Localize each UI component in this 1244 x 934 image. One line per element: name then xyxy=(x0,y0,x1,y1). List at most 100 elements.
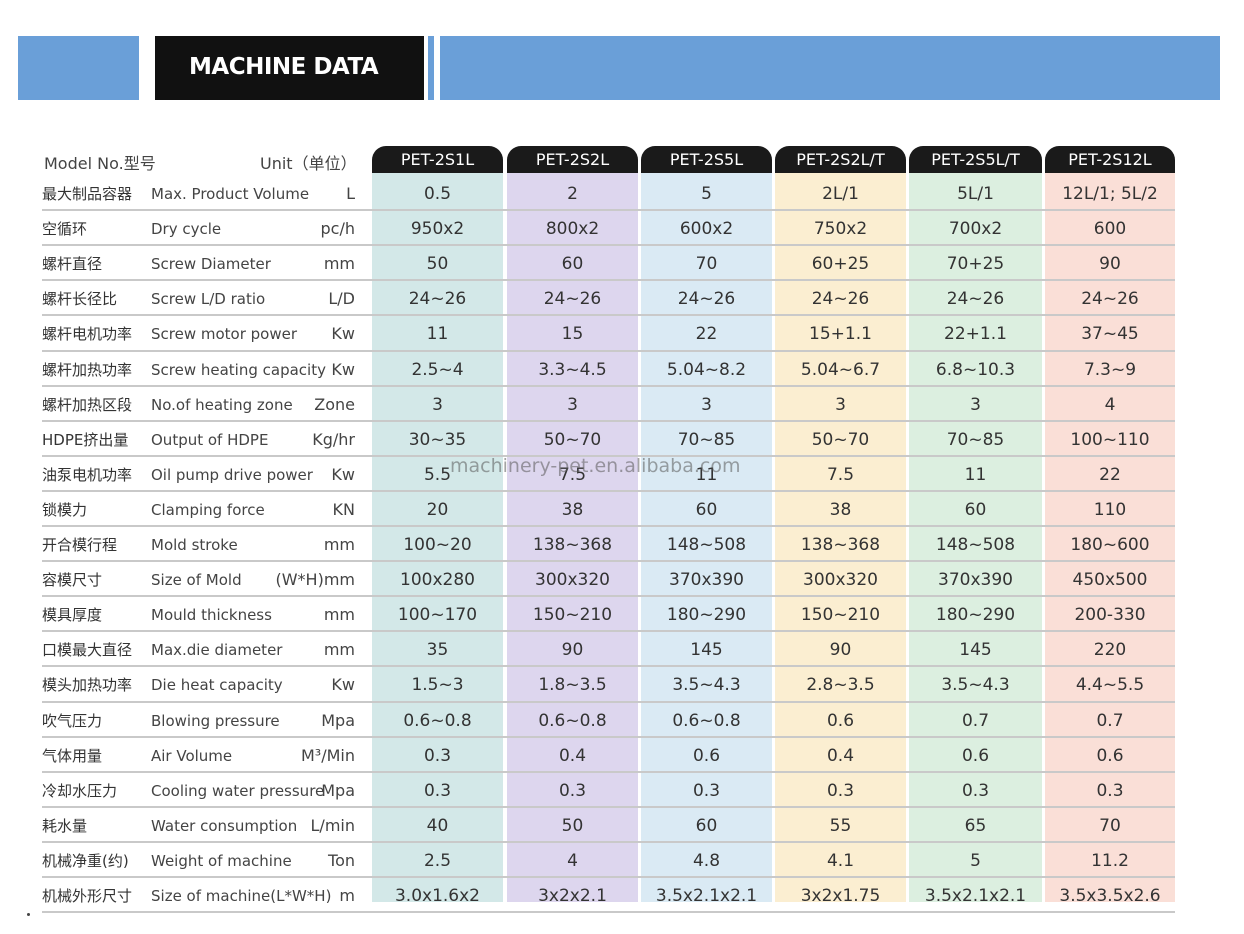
param-name-cn: 模头加热功率 xyxy=(42,676,133,695)
param-name-cn: 螺杆直径 xyxy=(42,255,103,274)
param-name-cn: 开合模行程 xyxy=(42,536,118,554)
value-cell: 0.4 xyxy=(558,745,587,766)
model-header: PET-2S12L xyxy=(1045,146,1175,173)
value-cell: 3 xyxy=(567,394,578,415)
table-row: 机械外形尺寸 Size of machine(L*W*H) m 3.0x1.6x2 3x… xyxy=(42,877,1175,912)
param-name-en: Screw motor power xyxy=(151,325,298,344)
value-cell: 600 xyxy=(1093,219,1127,240)
value-cell: 148~508 xyxy=(666,535,747,555)
row-divider xyxy=(42,419,1175,422)
value-cell: 24~26 xyxy=(408,289,467,310)
value-cell: 0.6 xyxy=(692,745,721,766)
param-name-en: Screw L/D ratio xyxy=(151,290,266,309)
value-cell: 0.3 xyxy=(826,780,855,801)
value-cell: 180~290 xyxy=(666,605,747,626)
row-divider xyxy=(42,770,1175,773)
param-unit: mm xyxy=(323,640,355,660)
row-divider xyxy=(42,349,1175,352)
param-unit: L xyxy=(346,184,355,203)
value-cell: 3.0x1.6x2 xyxy=(394,886,480,906)
param-name-cn: 模具厚度 xyxy=(42,606,103,625)
value-cell: 50~70 xyxy=(543,429,602,450)
row-divider xyxy=(42,911,1175,914)
table-row: 螺杆直径 Screw Diameter mm 50 60 70 60+25 70+25 90 xyxy=(42,245,1175,280)
value-cell: 180~600 xyxy=(1070,535,1150,555)
value-cell: 15 xyxy=(561,324,584,345)
param-unit: Mpa xyxy=(321,780,355,800)
value-cell: 70~85 xyxy=(946,429,1005,450)
column-background xyxy=(507,173,638,902)
param-unit: Zone xyxy=(314,394,355,414)
value-cell: 60+25 xyxy=(811,254,870,275)
value-cell: 55 xyxy=(829,815,852,836)
value-cell: 60 xyxy=(561,254,584,275)
value-cell: 2.5 xyxy=(423,850,452,871)
value-cell: 5L/1 xyxy=(957,184,994,204)
param-unit: L/min xyxy=(310,815,355,835)
value-cell: 7.5 xyxy=(558,464,587,485)
value-cell: 138~368 xyxy=(532,535,613,555)
value-cell: 4.1 xyxy=(826,850,855,871)
model-no-label: Model No.型号 xyxy=(44,154,156,173)
param-name-en: Mold stroke xyxy=(151,536,238,554)
value-cell: 450x500 xyxy=(1072,570,1148,591)
value-cell: 5 xyxy=(970,850,981,871)
value-cell: 90 xyxy=(561,640,584,661)
value-cell: 40 xyxy=(426,815,449,836)
param-name-en: Size of machine(L*W*H) xyxy=(151,887,332,905)
param-name-cn: 耗水量 xyxy=(42,816,88,835)
param-unit: (W*H)mm xyxy=(275,570,355,590)
column-background xyxy=(372,173,503,902)
row-divider xyxy=(42,735,1175,738)
param-unit: mm xyxy=(323,535,355,554)
value-cell: 38 xyxy=(561,499,584,520)
column-background xyxy=(641,173,772,902)
row-divider xyxy=(42,525,1175,527)
value-cell: 50 xyxy=(426,254,449,275)
value-cell: 5 xyxy=(701,184,712,204)
param-name-cn: 吹气压力 xyxy=(42,711,103,730)
value-cell: 1.5~3 xyxy=(411,675,464,696)
value-cell: 0.3 xyxy=(692,780,721,801)
value-cell: 100~110 xyxy=(1070,429,1150,450)
value-cell: 11 xyxy=(426,324,449,345)
param-name-cn: 螺杆加热功率 xyxy=(42,360,133,379)
param-name-en: Clamping force xyxy=(151,500,265,519)
value-cell: 30~35 xyxy=(408,429,467,450)
bullet-dot xyxy=(27,913,30,916)
value-cell: 3.5x2.1x2.1 xyxy=(655,886,758,906)
value-cell: 70~85 xyxy=(677,429,736,450)
param-name-en: Max. Product Volume xyxy=(151,185,310,203)
value-cell: 0.7 xyxy=(1096,710,1124,731)
table-row: 锁模力 Clamping force KN 20 38 60 38 60 110 xyxy=(42,491,1175,526)
row-divider xyxy=(42,805,1175,808)
table-row: 口模最大直径 Max.die diameter mm 35 90 145 90 145 220 xyxy=(42,631,1175,666)
param-name-cn: 最大制品容器 xyxy=(42,185,133,203)
table-row: 最大制品容器 Max. Product Volume L 0.5 2 5 2L/1 5L/1 1… xyxy=(42,175,1175,210)
value-cell: 370x390 xyxy=(669,570,744,591)
table-row: 螺杆电机功率 Screw motor power Kw 11 15 22 15+1.1 22+… xyxy=(42,315,1175,350)
value-cell: 150~210 xyxy=(532,605,613,626)
param-name-en: Screw heating capacity xyxy=(151,360,326,379)
value-cell: 100x280 xyxy=(400,570,475,591)
value-cell: 24~26 xyxy=(1081,289,1139,310)
value-cell: 38 xyxy=(829,499,852,520)
value-cell: 0.3 xyxy=(961,780,990,801)
header-band-left xyxy=(18,36,139,100)
param-name-en: Cooling water pressure xyxy=(151,781,325,800)
value-cell: 300x320 xyxy=(535,570,610,591)
value-cell: 4 xyxy=(567,850,578,871)
value-cell: 2.5~4 xyxy=(411,359,464,380)
row-divider xyxy=(42,244,1175,247)
value-cell: 0.5 xyxy=(423,184,452,204)
param-name-en: Water consumption xyxy=(151,816,298,835)
value-cell: 3x2x1.75 xyxy=(800,886,881,906)
value-cell: 600x2 xyxy=(679,219,734,240)
value-cell: 800x2 xyxy=(545,219,600,240)
param-unit: Kw xyxy=(331,464,355,484)
param-name-en: Air Volume xyxy=(151,746,233,765)
table-row: 螺杆长径比 Screw L/D ratio L/D 24~26 24~26 24~26 24… xyxy=(42,280,1175,315)
value-cell: 0.6~0.8 xyxy=(672,710,741,731)
value-cell: 3 xyxy=(432,394,443,415)
value-cell: 3.3~4.5 xyxy=(538,359,607,380)
